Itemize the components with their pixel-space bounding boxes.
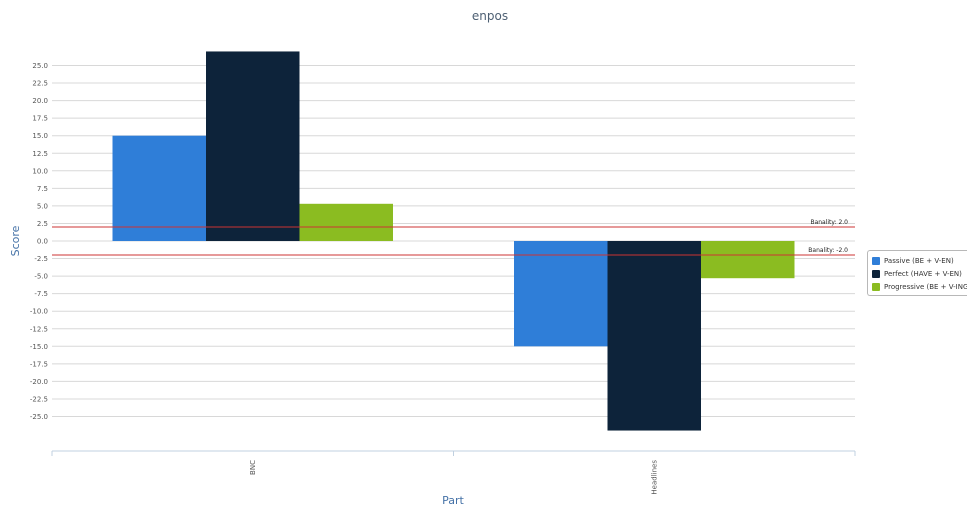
- bar-bnc-series-2: [206, 51, 300, 241]
- y-tick-label: 15.0: [32, 132, 48, 140]
- y-tick-label: -5.0: [34, 273, 48, 281]
- legend-swatch: [872, 283, 880, 291]
- legend-label: Passive (BE + V-EN): [884, 257, 954, 265]
- x-tick-label: Headlines: [650, 460, 658, 495]
- chart-title: enpos: [472, 9, 508, 23]
- x-tick-label: BNC: [249, 460, 257, 475]
- y-tick-label: -7.5: [34, 290, 48, 298]
- y-tick-label: 2.5: [37, 220, 48, 228]
- x-axis: BNC Headlines: [52, 451, 855, 495]
- y-tick-label: -17.5: [30, 360, 48, 368]
- legend-item[interactable]: Perfect (HAVE + V-EN): [872, 267, 967, 280]
- y-axis-label: Score: [9, 225, 22, 256]
- bar-headlines-series-2: [608, 241, 702, 431]
- y-tick-label: 7.5: [37, 185, 48, 193]
- bar-bnc-series-1: [113, 136, 207, 241]
- legend-label: Progressive (BE + V-ING): [884, 283, 967, 291]
- reference-line-label: Banality: -2.0: [808, 247, 848, 254]
- y-tick-label: -22.5: [30, 395, 48, 403]
- y-tick-label: 25.0: [32, 62, 48, 70]
- y-tick-label: 5.0: [37, 202, 48, 210]
- legend-label: Perfect (HAVE + V-EN): [884, 270, 962, 278]
- y-tick-label: -25.0: [30, 413, 48, 421]
- chart-legend: Passive (BE + V-EN) Perfect (HAVE + V-EN)…: [867, 250, 967, 296]
- y-tick-label: 12.5: [32, 150, 48, 158]
- reference-line-label: Banality: 2.0: [810, 219, 848, 226]
- y-tick-label: -12.5: [30, 325, 48, 333]
- y-tick-label: -2.5: [34, 255, 48, 263]
- bar-headlines-series-1: [514, 241, 608, 346]
- y-tick-label: 0.0: [37, 238, 48, 246]
- y-axis-ticks: 25.0 22.5 20.0 17.5 15.0 12.5 10.0 7.5 5.0 2.5 0.0…: [30, 62, 48, 421]
- legend-swatch: [872, 257, 880, 265]
- x-axis-label: Part: [442, 494, 464, 506]
- y-tick-label: 20.0: [32, 97, 48, 105]
- y-tick-label: -15.0: [30, 343, 48, 351]
- y-tick-label: 10.0: [32, 167, 48, 175]
- y-tick-label: 17.5: [32, 115, 48, 123]
- legend-swatch: [872, 270, 880, 278]
- bar-bnc-series-3: [300, 204, 394, 241]
- y-tick-label: -20.0: [30, 378, 48, 386]
- bar-headlines-series-3: [701, 241, 795, 278]
- y-tick-label: -10.0: [30, 308, 48, 316]
- legend-item[interactable]: Progressive (BE + V-ING): [872, 280, 967, 293]
- y-tick-label: 22.5: [32, 80, 48, 88]
- legend-item[interactable]: Passive (BE + V-EN): [872, 254, 967, 267]
